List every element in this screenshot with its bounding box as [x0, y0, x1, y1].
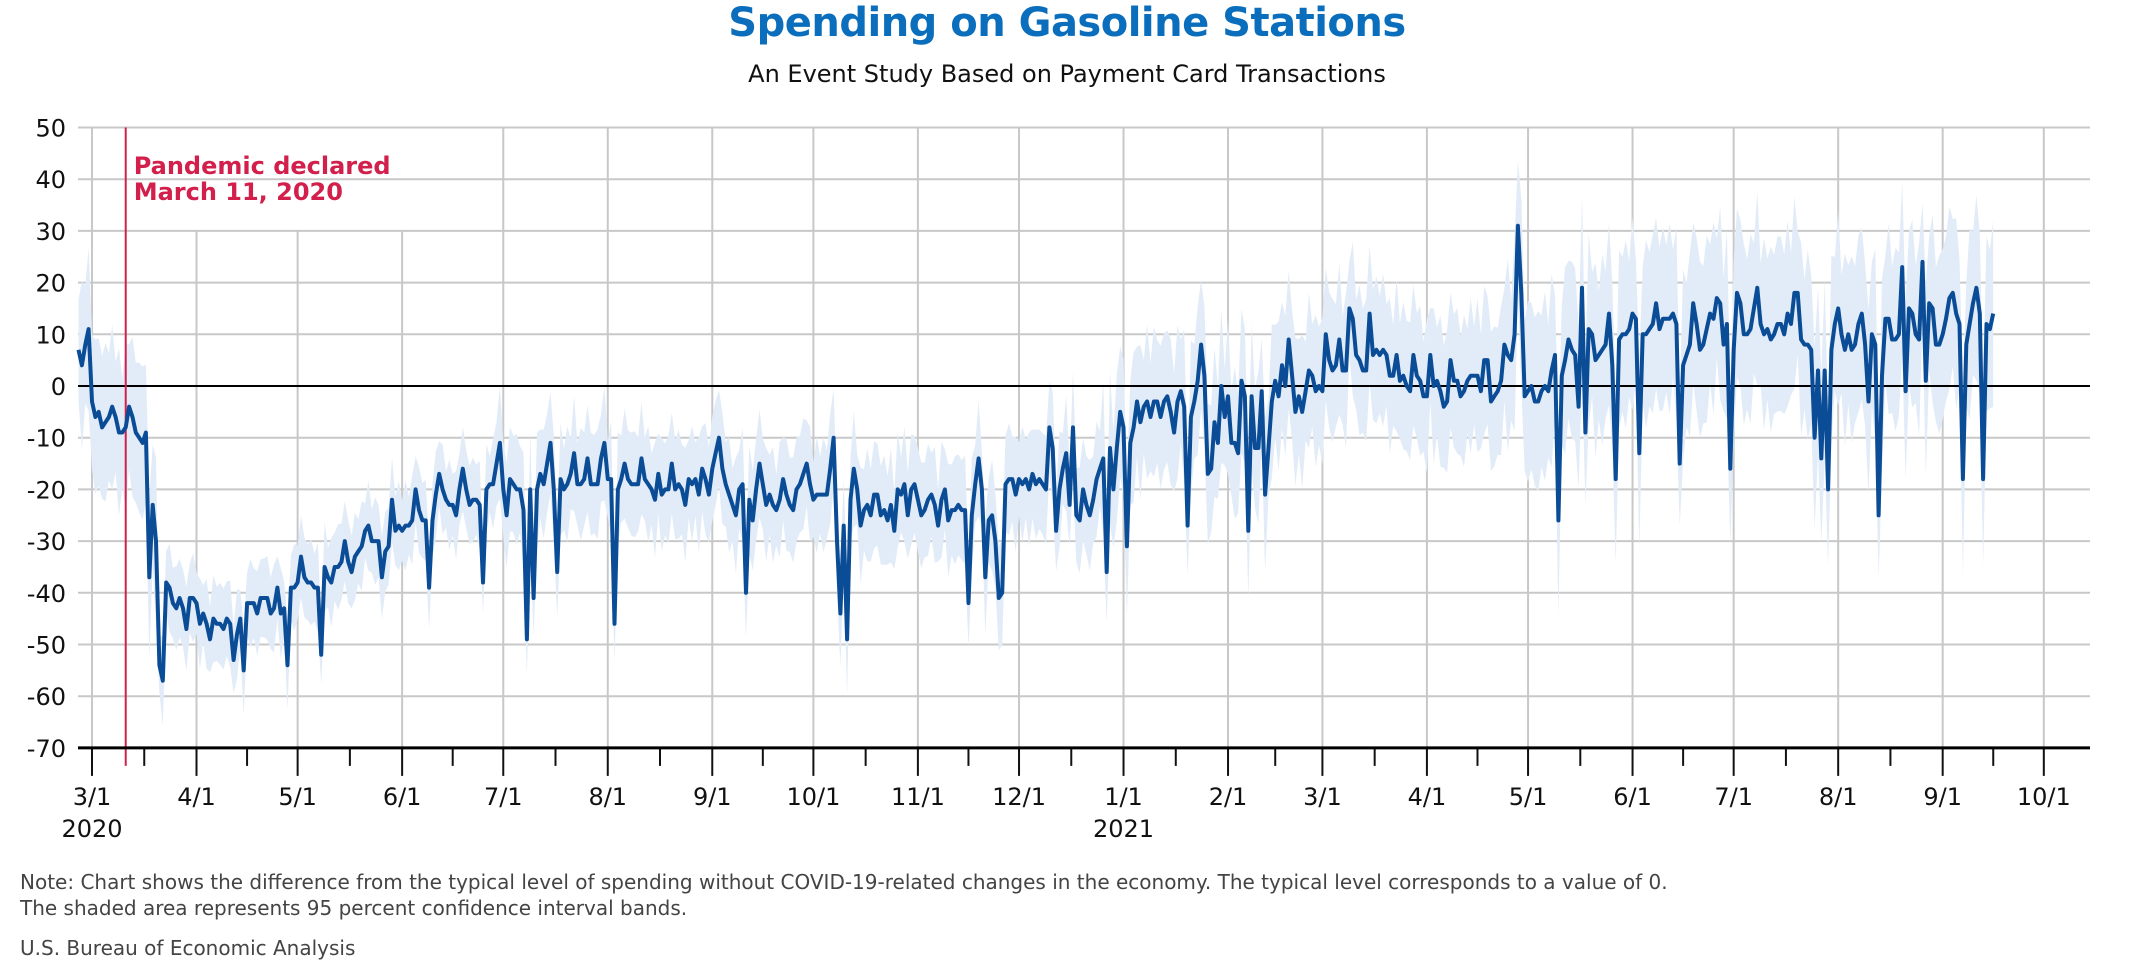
x-tick-label: 9/1	[693, 783, 732, 811]
x-tick-label: 1/1	[1104, 783, 1143, 811]
x-tick-label: 5/1	[278, 783, 317, 811]
x-tick-label: 6/1	[1613, 783, 1652, 811]
y-tick-label: 40	[35, 166, 66, 194]
y-tick-label: 0	[51, 373, 66, 401]
note-line-2: The shaded area represents 95 percent co…	[20, 896, 688, 920]
confidence-band	[78, 160, 1994, 726]
x-tick-label: 3/1	[73, 783, 112, 811]
confidence-band-area	[78, 160, 1994, 726]
x-tick-label: 10/1	[2017, 783, 2071, 811]
note-line-1: Note: Chart shows the difference from th…	[20, 870, 1668, 894]
series-line	[76, 223, 1996, 683]
pandemic-annotation-label: Pandemic declared	[134, 152, 391, 180]
x-tick-label: 3/1	[1303, 783, 1342, 811]
y-tick-label: 30	[35, 218, 66, 246]
x-year-label: 2020	[61, 815, 122, 843]
chart-title: Spending on Gasoline Stations	[728, 0, 1406, 46]
y-tick-label: -40	[27, 580, 66, 608]
x-tick-label: 7/1	[1714, 783, 1753, 811]
y-tick-label: 20	[35, 270, 66, 298]
x-tick-label: 10/1	[786, 783, 840, 811]
y-tick-label: -50	[27, 632, 66, 660]
y-tick-label: -70	[27, 735, 66, 763]
x-tick-label: 7/1	[484, 783, 523, 811]
axes: 50403020100-10-20-30-40-50-60-703/120204…	[27, 115, 2090, 843]
x-tick-label: 8/1	[1819, 783, 1858, 811]
x-year-label: 2021	[1093, 815, 1154, 843]
x-tick-label: 6/1	[383, 783, 422, 811]
y-tick-label: -30	[27, 528, 66, 556]
x-tick-label: 8/1	[588, 783, 627, 811]
x-tick-label: 4/1	[1408, 783, 1447, 811]
x-tick-label: 11/1	[891, 783, 945, 811]
pandemic-annotation-label: March 11, 2020	[134, 178, 343, 206]
x-tick-label: 9/1	[1923, 783, 1962, 811]
y-tick-label: 10	[35, 321, 66, 349]
y-tick-label: -10	[27, 425, 66, 453]
data-series	[76, 223, 1996, 683]
x-tick-label: 5/1	[1509, 783, 1548, 811]
y-tick-label: -20	[27, 476, 66, 504]
chart-subtitle: An Event Study Based on Payment Card Tra…	[748, 60, 1386, 88]
x-tick-label: 4/1	[177, 783, 216, 811]
gridlines	[78, 126, 2090, 748]
y-tick-label: -60	[27, 683, 66, 711]
x-tick-label: 12/1	[992, 783, 1046, 811]
x-tick-label: 2/1	[1209, 783, 1248, 811]
y-tick-label: 50	[35, 115, 66, 143]
source-label: U.S. Bureau of Economic Analysis	[20, 936, 356, 960]
